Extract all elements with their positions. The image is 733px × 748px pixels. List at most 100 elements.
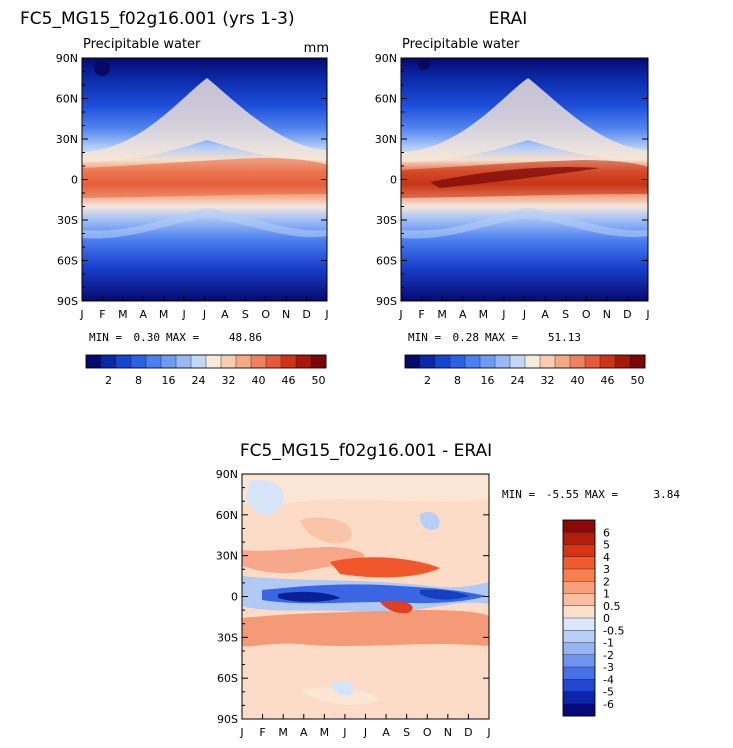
x-tick-label: O — [261, 308, 270, 321]
colorbar-tick-label: 24 — [192, 374, 206, 387]
x-tick-label: S — [242, 308, 249, 321]
x-tick-label: A — [382, 726, 390, 739]
colorbar-swatch — [562, 532, 596, 546]
colorbar-tick-label: 1 — [603, 588, 610, 601]
x-tick-label: N — [603, 308, 611, 321]
colorbar-swatch — [562, 519, 596, 533]
colorbar-tick-label: 6 — [603, 526, 610, 539]
colorbar-tick-label: 16 — [162, 374, 176, 387]
x-tick-label: A — [221, 308, 229, 321]
panel-diff-plot — [241, 473, 490, 720]
x-tick-label: D — [464, 726, 472, 739]
x-tick-label: N — [444, 726, 452, 739]
colorbar-tick-label: 40 — [571, 374, 585, 387]
colorbar-swatch — [629, 354, 646, 369]
panel-diff-min-label: MIN = — [502, 488, 535, 501]
colorbar-swatch — [310, 354, 327, 369]
colorbar-swatch — [265, 354, 282, 369]
colorbar-swatch — [569, 354, 586, 369]
colorbar-swatch — [434, 354, 451, 369]
colorbar-tick-label: 24 — [511, 374, 525, 387]
colorbar-swatch — [145, 354, 162, 369]
y-tick-label: 60S — [217, 672, 238, 685]
colorbar-tick-label: 50 — [631, 374, 645, 387]
panel-model: FC5_MG15_f02g16.001 (yrs 1-3) Precipitab… — [20, 9, 329, 387]
colorbar-swatch — [562, 691, 596, 705]
colorbar-tick-label: 2 — [603, 575, 610, 588]
x-tick-label: M — [278, 726, 288, 739]
colorbar-swatch — [562, 703, 596, 717]
colorbar-swatch — [509, 354, 526, 369]
y-tick-label: 90N — [216, 468, 238, 481]
x-tick-label: J — [501, 308, 505, 321]
colorbar-swatch — [562, 544, 596, 558]
panel-diff-max-value: 3.84 — [654, 488, 681, 501]
x-tick-label: M — [479, 308, 489, 321]
colorbar-swatch — [554, 354, 571, 369]
panel-model-units: mm — [304, 41, 329, 56]
x-tick-label: A — [541, 308, 549, 321]
colorbar-tick-label: 16 — [481, 374, 495, 387]
y-tick-label: 30S — [57, 214, 78, 227]
colorbar-swatch — [562, 642, 596, 656]
panel-model-min-value: 0.30 — [134, 331, 161, 344]
panel-model-min-label: MIN = — [89, 331, 122, 344]
y-tick-label: 60N — [216, 509, 238, 522]
y-tick-label: 90N — [56, 52, 78, 65]
colorbar-tick-label: 2 — [424, 374, 431, 387]
colorbar-swatch — [614, 354, 631, 369]
panel-diff-yaxis: 90N 60N 30N 0 30S 60S 90S — [216, 468, 489, 726]
x-tick-label: M — [118, 308, 128, 321]
x-tick-label: F — [259, 726, 265, 739]
y-tick-label: 60N — [56, 93, 78, 106]
colorbar-tick-label: 8 — [454, 374, 461, 387]
panel-obs-title: ERAI — [489, 9, 528, 29]
x-tick-label: N — [282, 308, 290, 321]
panel-obs-min-label: MIN = — [408, 331, 441, 344]
colorbar-swatch — [419, 354, 436, 369]
y-tick-label: 90N — [375, 52, 397, 65]
colorbar-swatch — [539, 354, 556, 369]
y-tick-label: 30N — [56, 133, 78, 146]
panel-model-subtitle: Precipitable water — [83, 37, 201, 52]
y-tick-label: 90S — [376, 295, 397, 308]
colorbar-swatch — [130, 354, 147, 369]
colorbar-tick-label: 46 — [282, 374, 296, 387]
x-tick-label: A — [139, 308, 147, 321]
y-tick-label: 0 — [231, 591, 238, 604]
panel-diff-min-value: -5.55 — [546, 488, 579, 501]
panel-obs-plot — [400, 57, 649, 302]
colorbar-tick-label: 32 — [541, 374, 555, 387]
colorbar-tick-label: 46 — [601, 374, 615, 387]
colorbar-swatch — [449, 354, 466, 369]
x-tick-label: O — [582, 308, 591, 321]
colorbar-swatch — [190, 354, 207, 369]
x-tick-label: J — [239, 726, 243, 739]
colorbar-swatch — [562, 568, 596, 582]
panel-obs-min-value: 0.28 — [453, 331, 480, 344]
colorbar-swatch — [562, 593, 596, 607]
colorbar-tick-label: -0.5 — [603, 624, 624, 637]
panel-model-plot — [81, 57, 328, 302]
x-tick-label: M — [320, 726, 330, 739]
colorbar-swatch — [280, 354, 297, 369]
colorbar-tick-label: -4 — [603, 673, 614, 686]
colorbar-swatch — [562, 630, 596, 644]
colorbar-frame — [85, 354, 327, 369]
panel-obs-subtitle: Precipitable water — [402, 37, 520, 52]
colorbar-swatch — [464, 354, 481, 369]
panel-model-max-label: MAX = — [166, 331, 199, 344]
panel-model-yaxis: 90N 60N 30N 0 30S 60S 90S — [56, 52, 327, 308]
colorbar-tick-label: 40 — [252, 374, 266, 387]
y-tick-label: 90S — [217, 713, 238, 726]
x-tick-label: D — [302, 308, 310, 321]
x-tick-label: J — [398, 308, 402, 321]
colorbar-tick-label: 0.5 — [603, 600, 621, 613]
colorbar-swatch — [599, 354, 616, 369]
x-tick-label: J — [363, 726, 367, 739]
colorbar-swatch — [562, 617, 596, 631]
x-tick-label: S — [562, 308, 569, 321]
panel-obs-max-label: MAX = — [485, 331, 518, 344]
panel-obs-yaxis: 90N 60N 30N 0 30S 60S 90S — [375, 52, 648, 308]
